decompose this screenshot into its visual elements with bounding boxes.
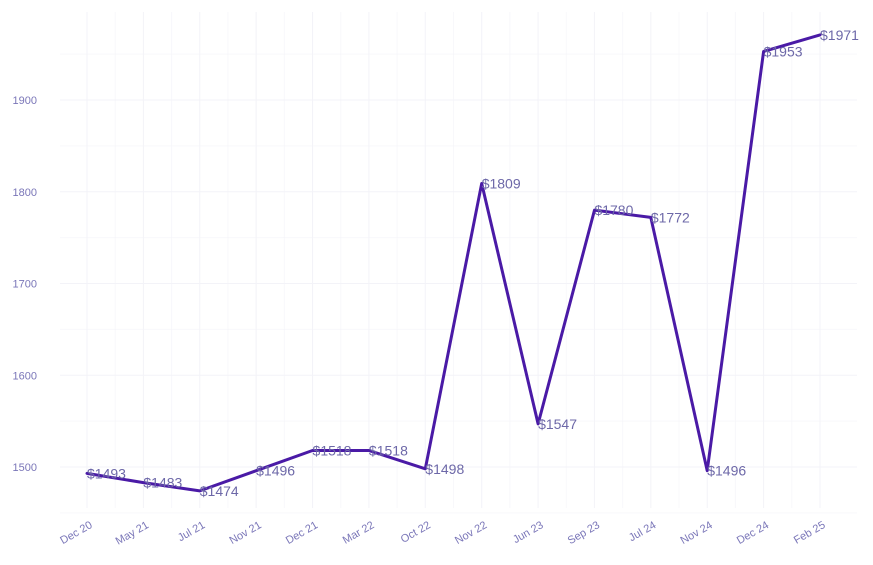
vertical-gridlines bbox=[86, 12, 821, 508]
data-label: $1953 bbox=[764, 43, 803, 59]
data-label: $1547 bbox=[538, 416, 577, 432]
data-label: $1498 bbox=[425, 461, 464, 477]
y-axis-ticks: 1500 1600 1700 1800 1900 bbox=[13, 95, 37, 474]
data-label: $1809 bbox=[482, 175, 521, 191]
x-tick-label: Dec 20 bbox=[58, 519, 94, 547]
data-label: $1971 bbox=[820, 27, 859, 43]
y-tick-label: 1800 bbox=[13, 187, 37, 199]
x-tick-label: Dec 21 bbox=[284, 519, 320, 547]
x-tick-label: Mar 22 bbox=[341, 519, 377, 547]
x-tick-label: Nov 24 bbox=[679, 519, 715, 547]
y-tick-label: 1600 bbox=[13, 370, 37, 382]
x-tick-label: Jul 21 bbox=[176, 519, 207, 544]
x-tick-label: May 21 bbox=[114, 519, 151, 547]
data-label: $1518 bbox=[369, 442, 408, 458]
x-tick-label: Feb 25 bbox=[792, 519, 828, 547]
x-tick-label: Jun 23 bbox=[511, 519, 546, 546]
data-label: $1772 bbox=[651, 209, 690, 225]
data-label: $1496 bbox=[707, 463, 746, 479]
x-tick-label: Oct 22 bbox=[399, 519, 433, 546]
data-label: $1496 bbox=[256, 463, 295, 479]
x-axis-ticks: Dec 20 May 21 Jul 21 Nov 21 Dec 21 Mar 22 Oct … bbox=[58, 519, 827, 547]
series-line bbox=[85, 33, 822, 493]
x-tick-label: Nov 22 bbox=[453, 519, 489, 547]
data-label: $1493 bbox=[87, 465, 126, 481]
data-label: $1483 bbox=[143, 475, 182, 491]
x-tick-label: Jul 24 bbox=[627, 519, 658, 544]
data-label: $1474 bbox=[200, 483, 239, 499]
x-tick-label: Nov 21 bbox=[227, 519, 263, 547]
y-tick-label: 1900 bbox=[13, 95, 37, 107]
data-label: $1518 bbox=[313, 442, 352, 458]
x-tick-label: Sep 23 bbox=[566, 519, 602, 547]
y-tick-label: 1700 bbox=[13, 279, 37, 291]
x-tick-label: Dec 24 bbox=[735, 519, 771, 547]
data-labels: $1493 $1483 $1474 $1496 $1518 $1518 $1498 $1809… bbox=[87, 27, 859, 499]
y-tick-label: 1500 bbox=[13, 462, 37, 474]
data-label: $1780 bbox=[594, 202, 633, 218]
horizontal-gridlines bbox=[60, 53, 857, 514]
